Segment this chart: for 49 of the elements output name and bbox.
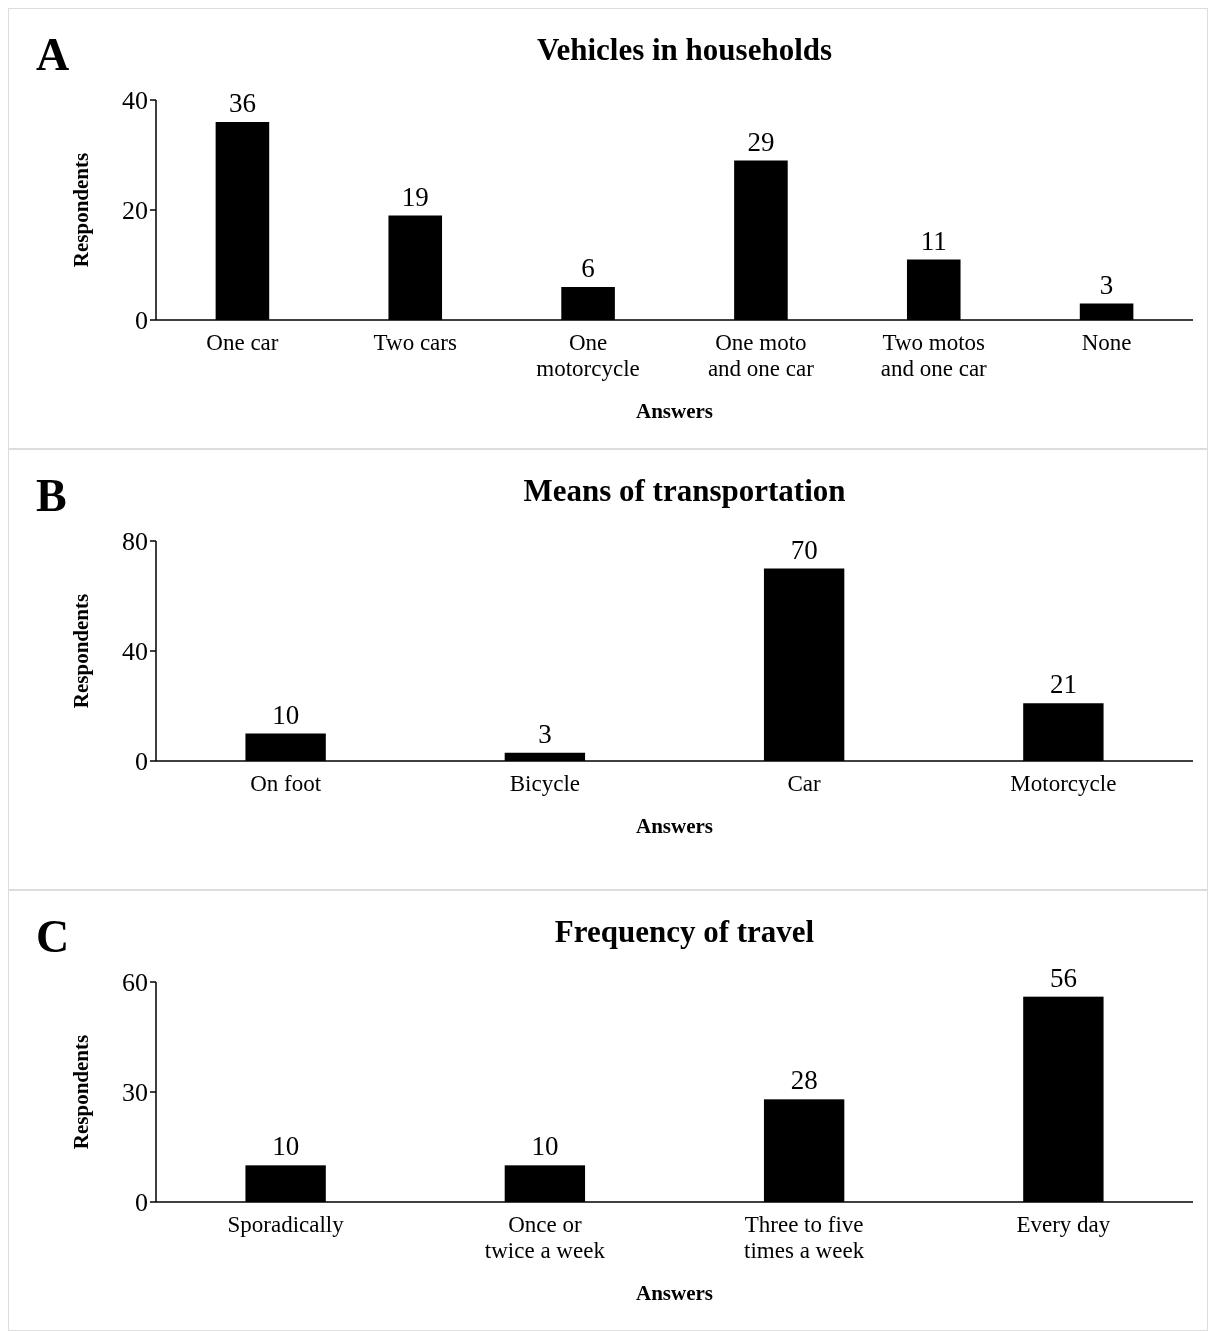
data-label: 28: [790, 1065, 818, 1096]
y-tick-label: 0: [135, 1188, 148, 1218]
data-label: 21: [1049, 669, 1077, 700]
text: A: [36, 29, 70, 80]
y-tick-label: 20: [122, 196, 148, 226]
y-tick-label: 30: [122, 1078, 148, 1108]
x-tick-label: One motorcycle: [536, 330, 640, 381]
x-tick-label: Two motos and one car: [880, 330, 988, 381]
data-label: 10: [531, 1131, 559, 1162]
data-label: 3: [538, 718, 552, 749]
data-label: 10: [272, 699, 300, 730]
x-tick-label: On foot: [250, 771, 322, 796]
y-tick-label: 0: [135, 747, 148, 777]
y-axis-title: Respondents: [69, 152, 93, 268]
x-axis-title: Answers: [636, 814, 713, 838]
y-tick-label: 60: [122, 968, 148, 998]
chart-title: Means of transportation: [523, 473, 846, 508]
x-tick-label: Three to five times a week: [744, 1212, 865, 1263]
x-tick-label: Car: [787, 771, 822, 796]
data-label: 29: [747, 126, 775, 157]
x-tick-label: Motorcycle: [1010, 771, 1117, 796]
y-tick-label: 80: [122, 527, 148, 557]
x-tick-label: One moto and one car: [707, 330, 815, 381]
data-label: 10: [272, 1131, 300, 1162]
text: C: [36, 911, 70, 962]
x-tick-label: Once or twice a week: [484, 1212, 606, 1263]
x-tick-label: Two cars: [373, 330, 457, 355]
x-axis-title: Answers: [636, 1281, 713, 1305]
chart-title: Vehicles in households: [536, 32, 833, 67]
x-tick-label: Bicycle: [509, 771, 580, 796]
x-tick-label: Sporadically: [227, 1212, 345, 1237]
x-axis-title: Answers: [636, 399, 713, 423]
chart-title: Frequency of travel: [554, 914, 815, 949]
y-tick-label: 0: [135, 306, 148, 336]
data-label: 19: [401, 181, 429, 212]
y-axis-title: Respondents: [69, 593, 93, 709]
x-tick-label: None: [1081, 330, 1132, 355]
y-axis-title: Respondents: [69, 1034, 93, 1150]
data-label: 56: [1049, 962, 1077, 993]
y-tick-label: 40: [122, 637, 148, 667]
text: B: [36, 470, 67, 521]
data-label: 3: [1099, 269, 1114, 300]
x-tick-label: Every day: [1016, 1212, 1111, 1237]
data-label: 70: [790, 534, 818, 565]
data-label: 11: [920, 225, 947, 256]
x-tick-label: One car: [206, 330, 279, 355]
data-label: 36: [228, 88, 256, 118]
y-tick-label: 40: [122, 86, 148, 116]
data-label: 6: [581, 253, 595, 283]
